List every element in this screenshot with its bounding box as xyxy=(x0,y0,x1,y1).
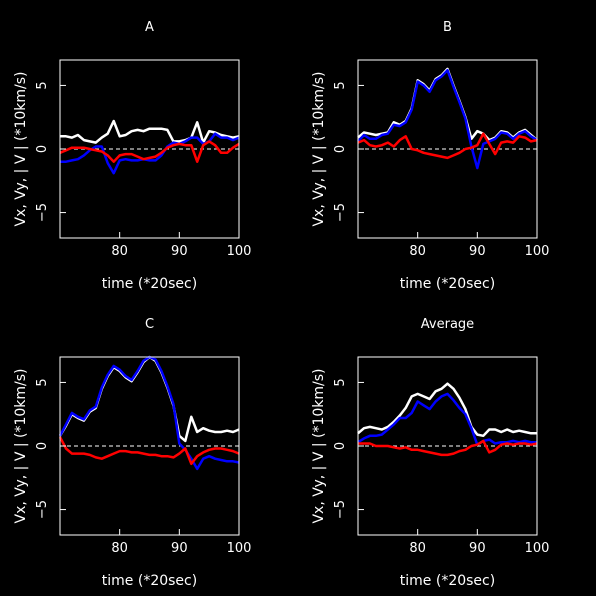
x-tick-label: 80 xyxy=(409,541,426,556)
x-tick-label: 90 xyxy=(171,244,188,259)
x-tick-label: 100 xyxy=(227,244,252,259)
y-tick-label: −5 xyxy=(333,500,348,519)
x-tick-label: 100 xyxy=(227,541,252,556)
series-line-2 xyxy=(59,140,240,163)
y-tick-label: 5 xyxy=(35,378,50,386)
series-line-2 xyxy=(58,436,240,466)
y-tick-label: 5 xyxy=(333,378,348,386)
series-line-1 xyxy=(357,392,537,446)
series-line-1 xyxy=(357,68,538,170)
x-tick-label: 100 xyxy=(525,541,550,556)
series-line-0 xyxy=(357,382,537,438)
panel-1: B 80 90 100 −5 0 5 time (*20sec) Vx, Vy, | V | (… xyxy=(311,20,549,292)
x-tick-label: 80 xyxy=(409,244,426,259)
plot-frame xyxy=(357,59,538,239)
y-tick-label: 0 xyxy=(35,442,50,450)
series-line-0 xyxy=(60,119,240,144)
y-tick-label: 5 xyxy=(333,81,348,89)
x-axis-label: time (*20sec) xyxy=(400,276,495,292)
x-axis-label: time (*20sec) xyxy=(102,276,197,292)
y-tick-label: 0 xyxy=(333,145,348,153)
panel-3: Average 80 90 100 −5 0 5 time (*20sec) Vx, Vy, |… xyxy=(311,317,549,589)
x-tick-label: 80 xyxy=(111,244,128,259)
y-tick-label: 5 xyxy=(35,81,50,89)
series-line-0 xyxy=(58,355,240,443)
y-tick-label: −5 xyxy=(35,500,50,519)
x-tick-label: 80 xyxy=(111,541,128,556)
y-tick-label: −5 xyxy=(35,203,50,222)
panel-title: B xyxy=(443,20,452,35)
x-tick-label: 90 xyxy=(171,541,188,556)
panel-title: C xyxy=(145,317,154,332)
x-axis-label: time (*20sec) xyxy=(102,573,197,589)
y-tick-label: 0 xyxy=(35,145,50,153)
plot-frame xyxy=(59,356,240,536)
series-line-2 xyxy=(357,132,538,160)
panel-2: C 80 90 100 −5 0 5 time (*20sec) Vx, Vy, | V | (… xyxy=(13,317,251,589)
y-tick-label: −5 xyxy=(333,203,348,222)
series-line-1 xyxy=(58,355,240,471)
panel-title: Average xyxy=(421,317,474,332)
x-axis-label: time (*20sec) xyxy=(400,573,495,589)
panel-0: A 80 90 100 −5 0 5 time (*20sec) Vx, Vy, | V | (… xyxy=(13,20,251,292)
panel-title: A xyxy=(145,20,154,35)
y-axis-label: Vx, Vy, | V | (*10km/s) xyxy=(13,71,29,226)
y-axis-label: Vx, Vy, | V | (*10km/s) xyxy=(311,71,327,226)
series-line-2 xyxy=(358,439,538,457)
x-tick-label: 100 xyxy=(525,244,550,259)
x-tick-label: 90 xyxy=(469,541,486,556)
y-tick-label: 0 xyxy=(333,442,348,450)
x-tick-label: 90 xyxy=(469,244,486,259)
series-line-0 xyxy=(357,67,538,142)
y-axis-label: Vx, Vy, | V | (*10km/s) xyxy=(311,368,327,523)
y-axis-label: Vx, Vy, | V | (*10km/s) xyxy=(13,368,29,523)
